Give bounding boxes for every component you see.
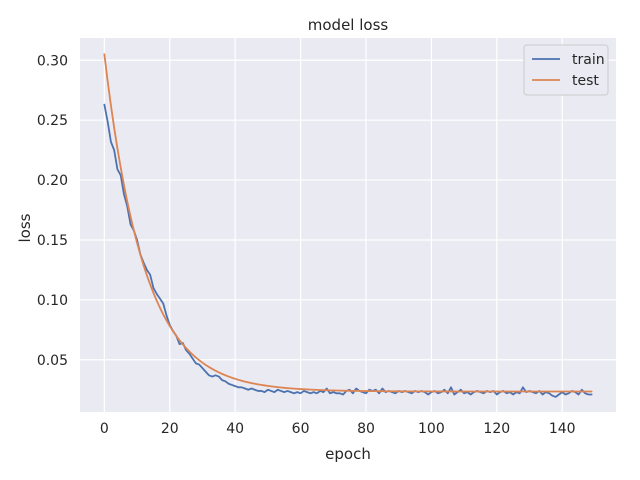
y-axis-label: loss <box>16 213 34 242</box>
legend-label-test: test <box>572 73 599 89</box>
x-tick-label: 0 <box>100 421 109 437</box>
x-tick-label: 60 <box>292 421 310 437</box>
legend: train test <box>523 44 609 96</box>
x-tick-labels: 0 20 40 60 80 100 120 140 <box>100 421 576 437</box>
y-tick-label: 0.15 <box>37 233 68 249</box>
series-line-test <box>103 53 593 393</box>
series-lines <box>103 53 593 398</box>
x-tick-label: 120 <box>483 421 510 437</box>
x-tick-label: 40 <box>226 421 244 437</box>
x-tick-label: 80 <box>357 421 375 437</box>
chart-title: model loss <box>308 16 389 34</box>
x-tick-label: 20 <box>161 421 179 437</box>
x-tick-label: 100 <box>418 421 445 437</box>
x-tick-label: 140 <box>549 421 576 437</box>
y-tick-label: 0.25 <box>37 113 68 129</box>
y-tick-label: 0.20 <box>37 173 68 189</box>
y-tick-label: 0.05 <box>37 353 68 369</box>
y-tick-label: 0.10 <box>37 293 68 309</box>
legend-box <box>523 44 609 96</box>
legend-label-train: train <box>572 52 605 68</box>
y-tick-labels: 0.05 0.10 0.15 0.20 0.25 0.30 <box>37 53 68 368</box>
grid-lines <box>80 38 616 412</box>
y-tick-label: 0.30 <box>37 53 68 69</box>
x-axis-label: epoch <box>325 445 371 463</box>
